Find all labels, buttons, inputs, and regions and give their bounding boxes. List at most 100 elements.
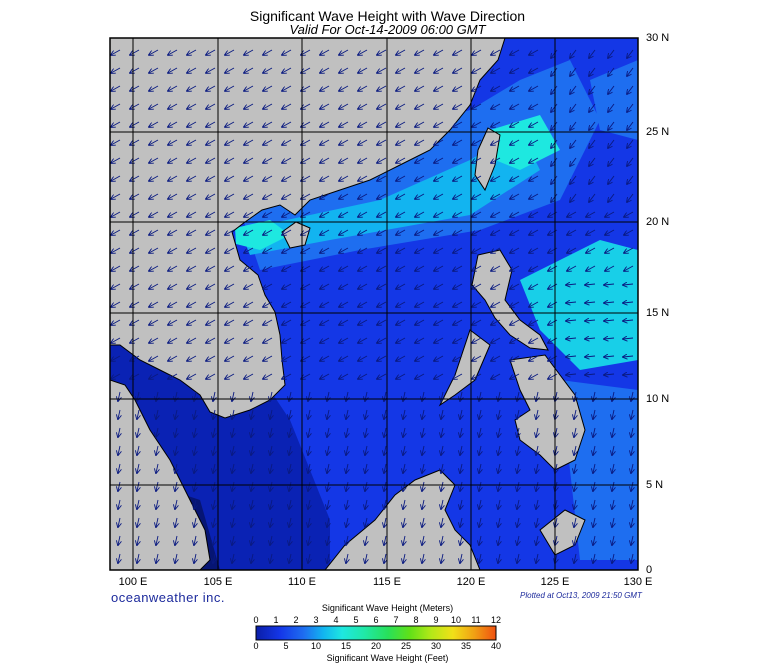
wave-arrow <box>339 139 349 145</box>
wave-arrow <box>320 301 330 307</box>
wave-arrow <box>308 445 310 455</box>
wave-arrow <box>225 211 235 217</box>
wave-arrow <box>377 121 387 127</box>
wave-arrow <box>289 463 291 473</box>
wave-arrow <box>396 157 406 163</box>
wave-arrow <box>441 517 443 527</box>
lat-label-25n: 25 N <box>646 126 670 138</box>
wave-arrow <box>168 175 178 181</box>
wave-arrow <box>346 517 348 527</box>
wave-arrow <box>536 445 538 455</box>
wave-arrow <box>472 85 482 91</box>
wave-arrow <box>175 499 177 509</box>
wave-arrow <box>396 355 406 361</box>
wave-arrow <box>491 373 501 379</box>
wave-arrow <box>320 319 330 325</box>
wave-arrow <box>289 499 291 509</box>
wave-arrow <box>339 355 349 361</box>
wave-arrow <box>149 211 159 217</box>
wave-arrow <box>460 445 462 455</box>
wave-arrow <box>358 301 368 307</box>
wave-arrow <box>137 517 139 527</box>
wave-arrow <box>491 85 501 91</box>
wave-arrow <box>308 499 310 509</box>
wave-arrow <box>168 355 178 361</box>
wave-arrow <box>339 85 349 91</box>
wave-arrow <box>282 139 292 145</box>
wave-arrow <box>608 67 615 76</box>
wave-arrow <box>593 481 595 491</box>
wave-arrow <box>358 85 368 91</box>
wave-arrow <box>263 247 273 253</box>
wave-arrow <box>551 85 558 94</box>
wave-arrow <box>358 229 368 235</box>
wave-arrow <box>589 103 596 112</box>
wave-arrow <box>434 85 444 91</box>
wave-arrow <box>415 265 425 271</box>
wave-arrow <box>384 463 386 473</box>
wave-arrow <box>434 103 444 109</box>
wave-arrow <box>574 445 576 455</box>
wave-arrow <box>118 409 120 419</box>
wave-arrow <box>377 175 387 181</box>
wave-arrow <box>194 535 196 545</box>
wave-arrow <box>589 49 596 58</box>
wave-arrow <box>327 499 329 509</box>
wave-arrow <box>517 535 519 545</box>
wave-arrow <box>566 356 577 357</box>
wave-arrow <box>225 283 235 289</box>
wave-arrow <box>187 121 197 127</box>
wave-arrow <box>327 427 329 437</box>
wave-arrow <box>225 175 235 181</box>
wave-arrow <box>529 301 539 307</box>
wave-arrow <box>479 463 481 473</box>
wave-arrow <box>263 121 273 127</box>
lat-label-20n: 20 N <box>646 216 670 228</box>
wave-arrow <box>206 373 216 379</box>
wave-arrow <box>434 229 444 235</box>
wave-arrow <box>187 283 197 289</box>
wave-arrow <box>510 157 520 163</box>
wave-arrow <box>608 139 615 148</box>
wave-arrow <box>434 157 444 163</box>
wave-arrow <box>377 373 387 379</box>
wave-arrow <box>434 175 444 181</box>
wave-arrow <box>187 355 197 361</box>
wave-arrow <box>377 229 387 235</box>
wave-arrow <box>320 85 330 91</box>
wave-arrow <box>453 337 463 343</box>
wave-arrow <box>130 157 140 163</box>
wave-arrow <box>194 553 196 563</box>
wave-arrow <box>206 49 216 55</box>
wave-arrow <box>384 535 386 545</box>
wave-arrow <box>377 139 387 145</box>
wave-arrow <box>194 499 196 509</box>
wave-arrow <box>339 157 349 163</box>
wave-arrow <box>251 553 253 563</box>
wave-arrow <box>263 373 273 379</box>
wave-arrow <box>263 283 273 289</box>
wave-arrow <box>441 445 443 455</box>
wave-arrow <box>396 85 406 91</box>
wave-arrow <box>320 283 330 289</box>
wave-arrow <box>453 355 463 361</box>
wave-arrow <box>244 121 254 127</box>
wave-arrow <box>346 535 348 545</box>
wave-arrow <box>510 49 520 55</box>
wave-arrow <box>339 193 349 199</box>
wave-arrow <box>472 355 482 361</box>
wave-arrow <box>175 517 177 527</box>
wave-arrow <box>517 409 519 419</box>
wave-arrow <box>358 355 368 361</box>
wave-arrow <box>118 517 120 527</box>
wave-arrow <box>453 283 463 289</box>
wave-arrow <box>289 553 291 563</box>
wave-arrow <box>627 67 634 76</box>
wave-arrow <box>604 356 615 357</box>
wave-arrow <box>593 535 595 545</box>
wave-arrow <box>627 103 634 112</box>
wave-arrow <box>282 265 292 271</box>
wave-arrow <box>479 445 481 455</box>
wave-arrow <box>251 445 253 455</box>
wave-arrow <box>225 319 235 325</box>
